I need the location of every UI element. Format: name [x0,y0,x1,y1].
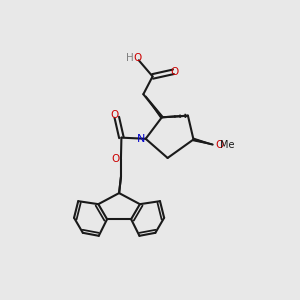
Text: H: H [126,53,134,63]
Text: O: O [110,110,118,119]
Text: O: O [111,154,119,164]
Text: N: N [137,134,146,144]
Polygon shape [193,138,213,145]
Text: O: O [215,140,224,150]
Text: O: O [134,53,142,63]
Polygon shape [146,96,163,118]
Text: O: O [170,67,179,77]
Text: Me: Me [220,140,235,150]
